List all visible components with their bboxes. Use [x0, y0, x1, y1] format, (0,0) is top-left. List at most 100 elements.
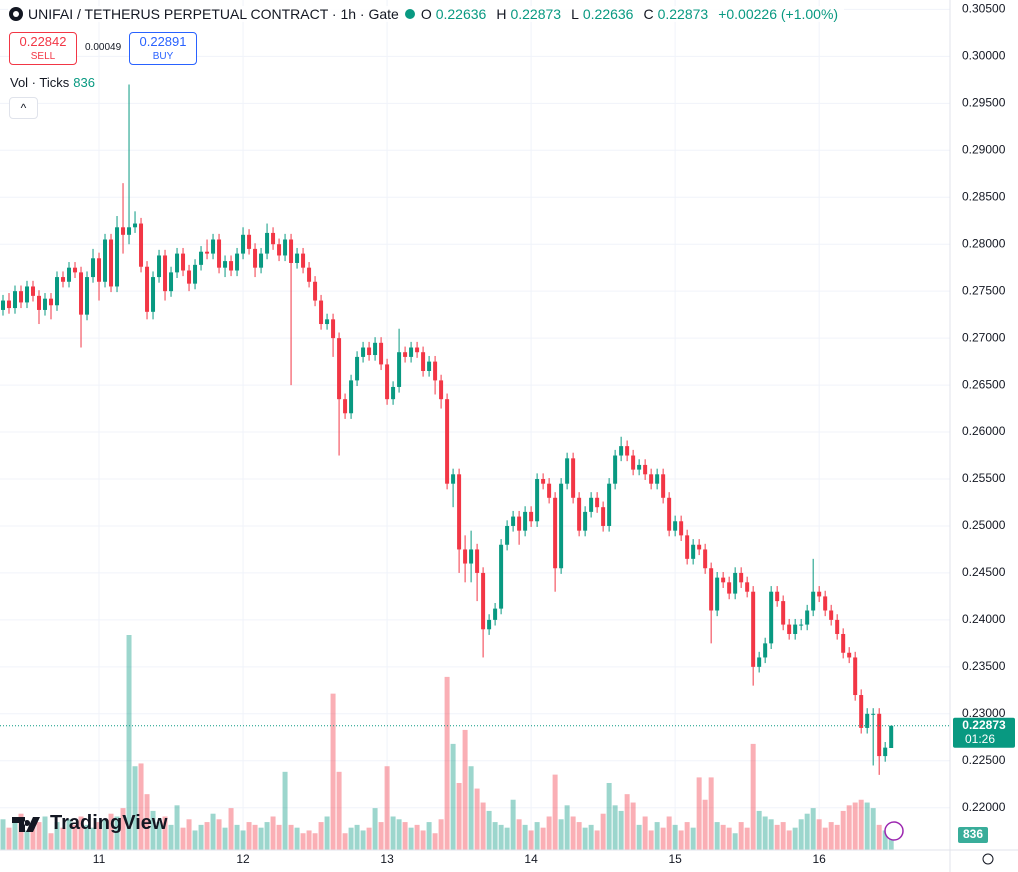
candle-body — [739, 572, 744, 583]
candle-body — [643, 464, 648, 475]
candle-body — [529, 511, 534, 522]
candle-body — [535, 479, 540, 522]
candle-body — [433, 361, 438, 381]
volume-bar — [84, 824, 90, 850]
candle-body — [169, 272, 174, 292]
y-tick-label: 0.24500 — [962, 565, 1006, 579]
volume-bar — [342, 833, 348, 850]
bolt-icon — [884, 821, 904, 841]
candle-body — [307, 267, 312, 282]
y-tick-label: 0.22000 — [962, 800, 1006, 814]
candle-body — [655, 474, 660, 484]
candle-body — [1, 300, 6, 310]
candle-body — [223, 261, 228, 268]
candle-body — [193, 264, 198, 284]
candle-body — [661, 474, 666, 498]
volume-bar — [756, 810, 762, 850]
c-value: 0.22873 — [657, 6, 709, 22]
volume-bar — [222, 827, 228, 850]
candle-body — [85, 277, 90, 315]
y-tick-label: 0.25500 — [962, 471, 1006, 485]
x-tick-label: 16 — [812, 852, 826, 866]
sell-label: SELL — [30, 51, 56, 62]
volume-bar — [432, 833, 438, 850]
volume-bar — [612, 805, 618, 850]
volume-bar — [582, 827, 588, 850]
candle-body — [625, 446, 630, 456]
x-tick-label: 11 — [93, 852, 106, 866]
volume-bar — [138, 763, 144, 850]
volume-bar — [774, 824, 780, 850]
candle-body — [799, 624, 804, 626]
candle-body — [187, 270, 192, 284]
candle-body — [121, 227, 126, 235]
o-label: O — [420, 6, 432, 22]
volume-bar — [768, 819, 774, 850]
candle-body — [613, 455, 618, 484]
candle-body — [301, 253, 306, 268]
volume-bar — [372, 808, 378, 850]
y-tick-label: 0.23000 — [962, 706, 1006, 720]
candle-body — [43, 298, 48, 310]
candle-body — [631, 455, 636, 470]
symbol-icon — [9, 7, 23, 21]
candle-body — [871, 713, 876, 715]
sell-button[interactable]: 0.22842 SELL — [9, 32, 77, 65]
o-value: 0.22636 — [435, 6, 487, 22]
volume-bar — [162, 816, 168, 850]
volume-bar — [798, 819, 804, 850]
volume-bar — [672, 824, 678, 850]
candle-body — [703, 549, 708, 569]
candle-body — [295, 253, 300, 263]
candle-body — [265, 232, 270, 254]
candle-body — [205, 251, 210, 254]
volume-bar — [876, 824, 882, 850]
volume-bar — [42, 816, 48, 850]
indicator: Vol · Ticks 836 — [10, 75, 95, 90]
candle-body — [457, 474, 462, 550]
l-label: L — [571, 6, 579, 22]
volume-bar — [534, 822, 540, 850]
candle-body — [67, 267, 72, 282]
candle-body — [217, 239, 222, 268]
volume-bar — [12, 822, 18, 850]
candle-body — [427, 361, 432, 371]
candle-body — [817, 591, 822, 597]
candle-body — [115, 227, 120, 287]
volume-bar — [18, 813, 24, 850]
volume-bar — [720, 824, 726, 850]
l-value: 0.22636 — [582, 6, 634, 22]
volume-bar — [492, 822, 498, 850]
volume-bar — [624, 794, 630, 850]
candle-body — [97, 258, 102, 282]
candle-body — [175, 253, 180, 273]
candle-body — [229, 261, 234, 271]
x-tick-label: 13 — [380, 852, 394, 866]
y-tick-label: 0.26000 — [962, 424, 1006, 438]
candle-body — [553, 497, 558, 569]
volume-bar — [324, 816, 330, 850]
volume-bar — [294, 827, 300, 850]
candle-body — [379, 342, 384, 365]
y-tick-label: 0.27000 — [962, 330, 1006, 344]
candle-body — [385, 364, 390, 400]
volume-bar — [738, 822, 744, 850]
volume-bar — [486, 810, 492, 850]
candle-body — [199, 251, 204, 265]
volume-bar — [498, 824, 504, 850]
collapse-button[interactable]: ^ — [9, 97, 38, 119]
candle-body — [853, 657, 858, 696]
candle-body — [181, 253, 186, 271]
y-tick-label: 0.29000 — [962, 142, 1006, 156]
candle-body — [763, 643, 768, 658]
candle-body — [757, 657, 762, 667]
volume-bar — [186, 819, 192, 850]
volume-bar — [570, 816, 576, 850]
candle-body — [565, 458, 570, 484]
candle-body — [841, 633, 846, 653]
buy-button[interactable]: 0.22891 BUY — [129, 32, 197, 65]
candle-body — [619, 446, 624, 456]
candle-body — [697, 544, 702, 550]
candle-body — [7, 300, 12, 309]
